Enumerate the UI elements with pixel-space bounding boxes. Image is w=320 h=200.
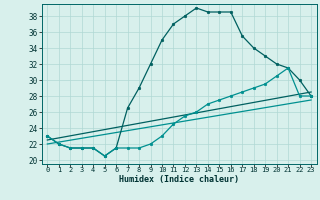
X-axis label: Humidex (Indice chaleur): Humidex (Indice chaleur)	[119, 175, 239, 184]
